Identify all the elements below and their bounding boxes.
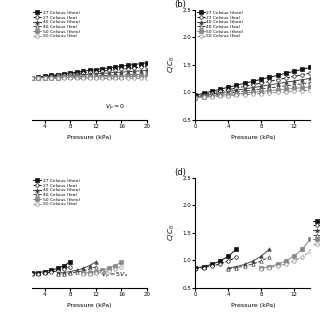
- Text: (b): (b): [175, 0, 187, 9]
- Legend: 27 Celsius (theo), 27 Celsius (fea), 40 Celsius (theo), 40 Celsius (fea), 50 Cel: 27 Celsius (theo), 27 Celsius (fea), 40 …: [313, 219, 320, 247]
- Legend: 27 Celsius (theo), 27 Celsius (fea), 40 Celsius (theo), 40 Celsius (fea), 50 Cel: 27 Celsius (theo), 27 Celsius (fea), 40 …: [196, 11, 244, 39]
- Y-axis label: $C/C_0$: $C/C_0$: [167, 224, 177, 241]
- Legend: 27 Celsius (theo), 27 Celsius (fea), 40 Celsius (theo), 40 Celsius (fea), 50 Cel: 27 Celsius (theo), 27 Celsius (fea), 40 …: [33, 11, 80, 39]
- Text: (d): (d): [175, 168, 187, 177]
- Text: $V_p=0$: $V_p=0$: [105, 103, 125, 113]
- X-axis label: Pressure (kPa): Pressure (kPa): [231, 303, 275, 308]
- Text: $V_p=5V_s$: $V_p=5V_s$: [101, 271, 129, 281]
- Y-axis label: $C/C_0$: $C/C_0$: [167, 56, 177, 73]
- Legend: 27 Celsius (theo), 27 Celsius (fea), 40 Celsius (theo), 40 Celsius (fea), 50 Cel: 27 Celsius (theo), 27 Celsius (fea), 40 …: [33, 179, 80, 207]
- X-axis label: Pressure (kPa): Pressure (kPa): [67, 303, 112, 308]
- X-axis label: Pressure (kPa): Pressure (kPa): [67, 135, 112, 140]
- X-axis label: Pressure (kPa): Pressure (kPa): [231, 135, 275, 140]
